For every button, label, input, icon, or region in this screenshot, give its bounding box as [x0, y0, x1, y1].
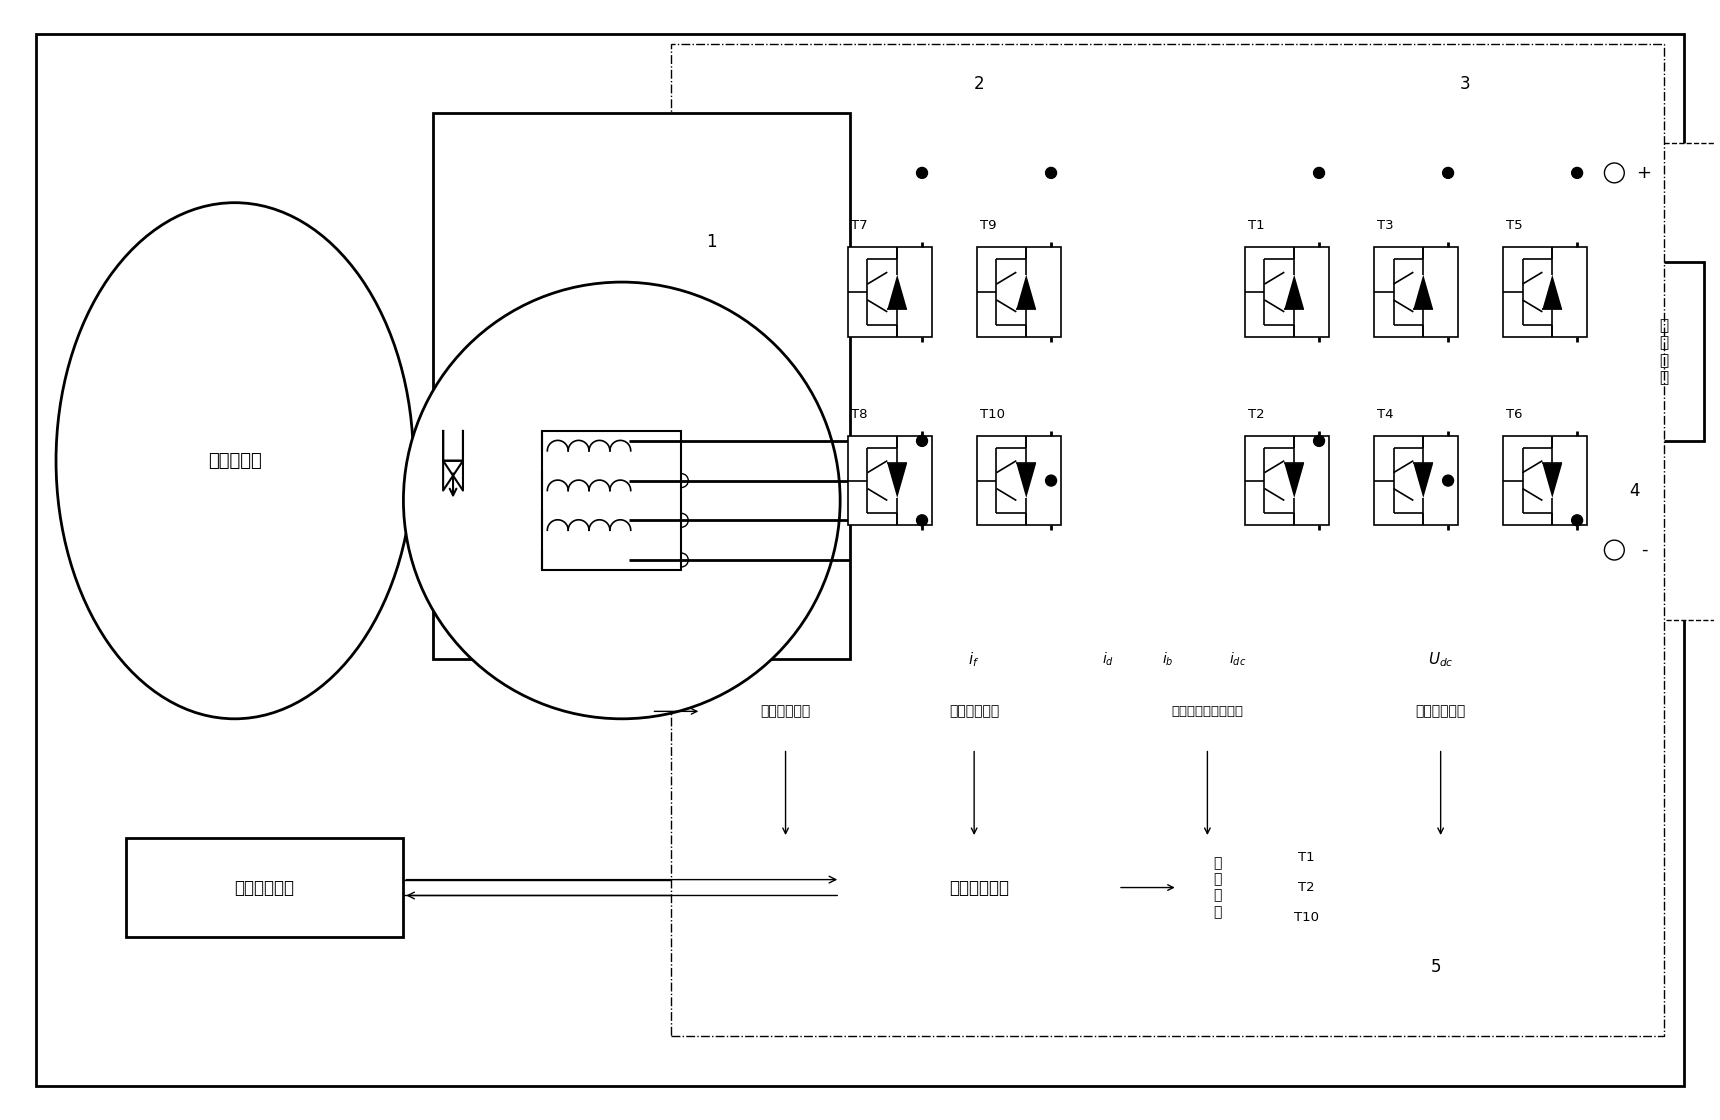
Text: T5: T5 — [1505, 220, 1522, 233]
Polygon shape — [888, 274, 906, 309]
Text: T2: T2 — [1299, 881, 1316, 894]
Circle shape — [1443, 168, 1453, 178]
Text: $U_{dc}$: $U_{dc}$ — [1428, 650, 1453, 669]
Text: T2: T2 — [1247, 408, 1264, 421]
Bar — [820, 143, 1218, 619]
Text: T7: T7 — [851, 220, 867, 233]
Bar — [1374, 436, 1459, 525]
Circle shape — [917, 515, 927, 525]
Text: $i_b$: $i_b$ — [1163, 651, 1173, 668]
Circle shape — [1314, 436, 1324, 447]
Polygon shape — [1414, 464, 1433, 498]
Bar — [1624, 262, 1705, 441]
Circle shape — [404, 282, 839, 719]
Text: 励磁电流检测: 励磁电流检测 — [949, 704, 999, 718]
Polygon shape — [1017, 274, 1035, 309]
Bar — [848, 436, 932, 525]
Text: 电枢电流检测及选择: 电枢电流检测及选择 — [1171, 704, 1244, 718]
Bar — [1374, 248, 1459, 337]
Text: 1: 1 — [705, 233, 717, 251]
Circle shape — [1314, 168, 1324, 178]
Text: +: + — [1637, 164, 1651, 181]
Circle shape — [917, 168, 927, 178]
Text: T1: T1 — [1299, 851, 1316, 865]
Bar — [977, 436, 1061, 525]
Text: T10: T10 — [1293, 911, 1319, 924]
Bar — [1178, 848, 1257, 927]
Text: T9: T9 — [980, 220, 996, 233]
Text: T6: T6 — [1505, 408, 1522, 421]
Text: 母线电压检测: 母线电压检测 — [1416, 704, 1465, 718]
Bar — [1218, 143, 1720, 619]
Bar — [542, 431, 681, 570]
Polygon shape — [1543, 274, 1562, 309]
Text: 驱
动
电
路: 驱 动 电 路 — [1213, 857, 1221, 918]
Bar — [848, 248, 932, 337]
Text: $i_d$: $i_d$ — [1103, 651, 1115, 668]
Text: 2: 2 — [974, 75, 984, 93]
Text: T8: T8 — [851, 408, 867, 421]
Text: T1: T1 — [1247, 220, 1264, 233]
Bar — [1078, 674, 1336, 748]
Text: 5: 5 — [1431, 958, 1441, 976]
Bar — [1245, 248, 1330, 337]
Bar — [126, 838, 404, 937]
Circle shape — [1443, 475, 1453, 486]
Polygon shape — [1017, 464, 1035, 498]
Text: 储
能
装
置: 储 能 装 置 — [1660, 318, 1668, 385]
Polygon shape — [1543, 464, 1562, 498]
Bar — [702, 674, 870, 748]
Bar — [1503, 248, 1588, 337]
Polygon shape — [1285, 464, 1304, 498]
Bar — [889, 674, 1058, 748]
Circle shape — [917, 436, 927, 447]
Text: $i_{dc}$: $i_{dc}$ — [1228, 651, 1245, 668]
Polygon shape — [1285, 274, 1304, 309]
Bar — [1357, 674, 1526, 748]
Text: -: - — [1641, 541, 1648, 559]
Bar — [839, 838, 1118, 937]
Circle shape — [1572, 515, 1582, 525]
Text: 整车控制单元: 整车控制单元 — [234, 878, 294, 896]
Polygon shape — [1414, 274, 1433, 309]
Bar — [433, 113, 850, 660]
Bar — [1503, 436, 1588, 525]
Polygon shape — [888, 464, 906, 498]
Text: T10: T10 — [980, 408, 1004, 421]
Text: 单片机处理器: 单片机处理器 — [949, 878, 1010, 896]
Text: 4: 4 — [1629, 482, 1639, 500]
Circle shape — [1046, 475, 1056, 486]
Circle shape — [1572, 168, 1582, 178]
Text: 转子位置检测: 转子位置检测 — [760, 704, 810, 718]
Bar — [671, 44, 1663, 1036]
Text: 车载发动机: 车载发动机 — [208, 451, 261, 469]
Text: T3: T3 — [1376, 220, 1393, 233]
Bar — [1245, 436, 1330, 525]
Text: 3: 3 — [1460, 75, 1471, 93]
Text: T4: T4 — [1376, 408, 1393, 421]
Circle shape — [1046, 168, 1056, 178]
Text: $i_f$: $i_f$ — [968, 650, 980, 669]
Bar — [977, 248, 1061, 337]
